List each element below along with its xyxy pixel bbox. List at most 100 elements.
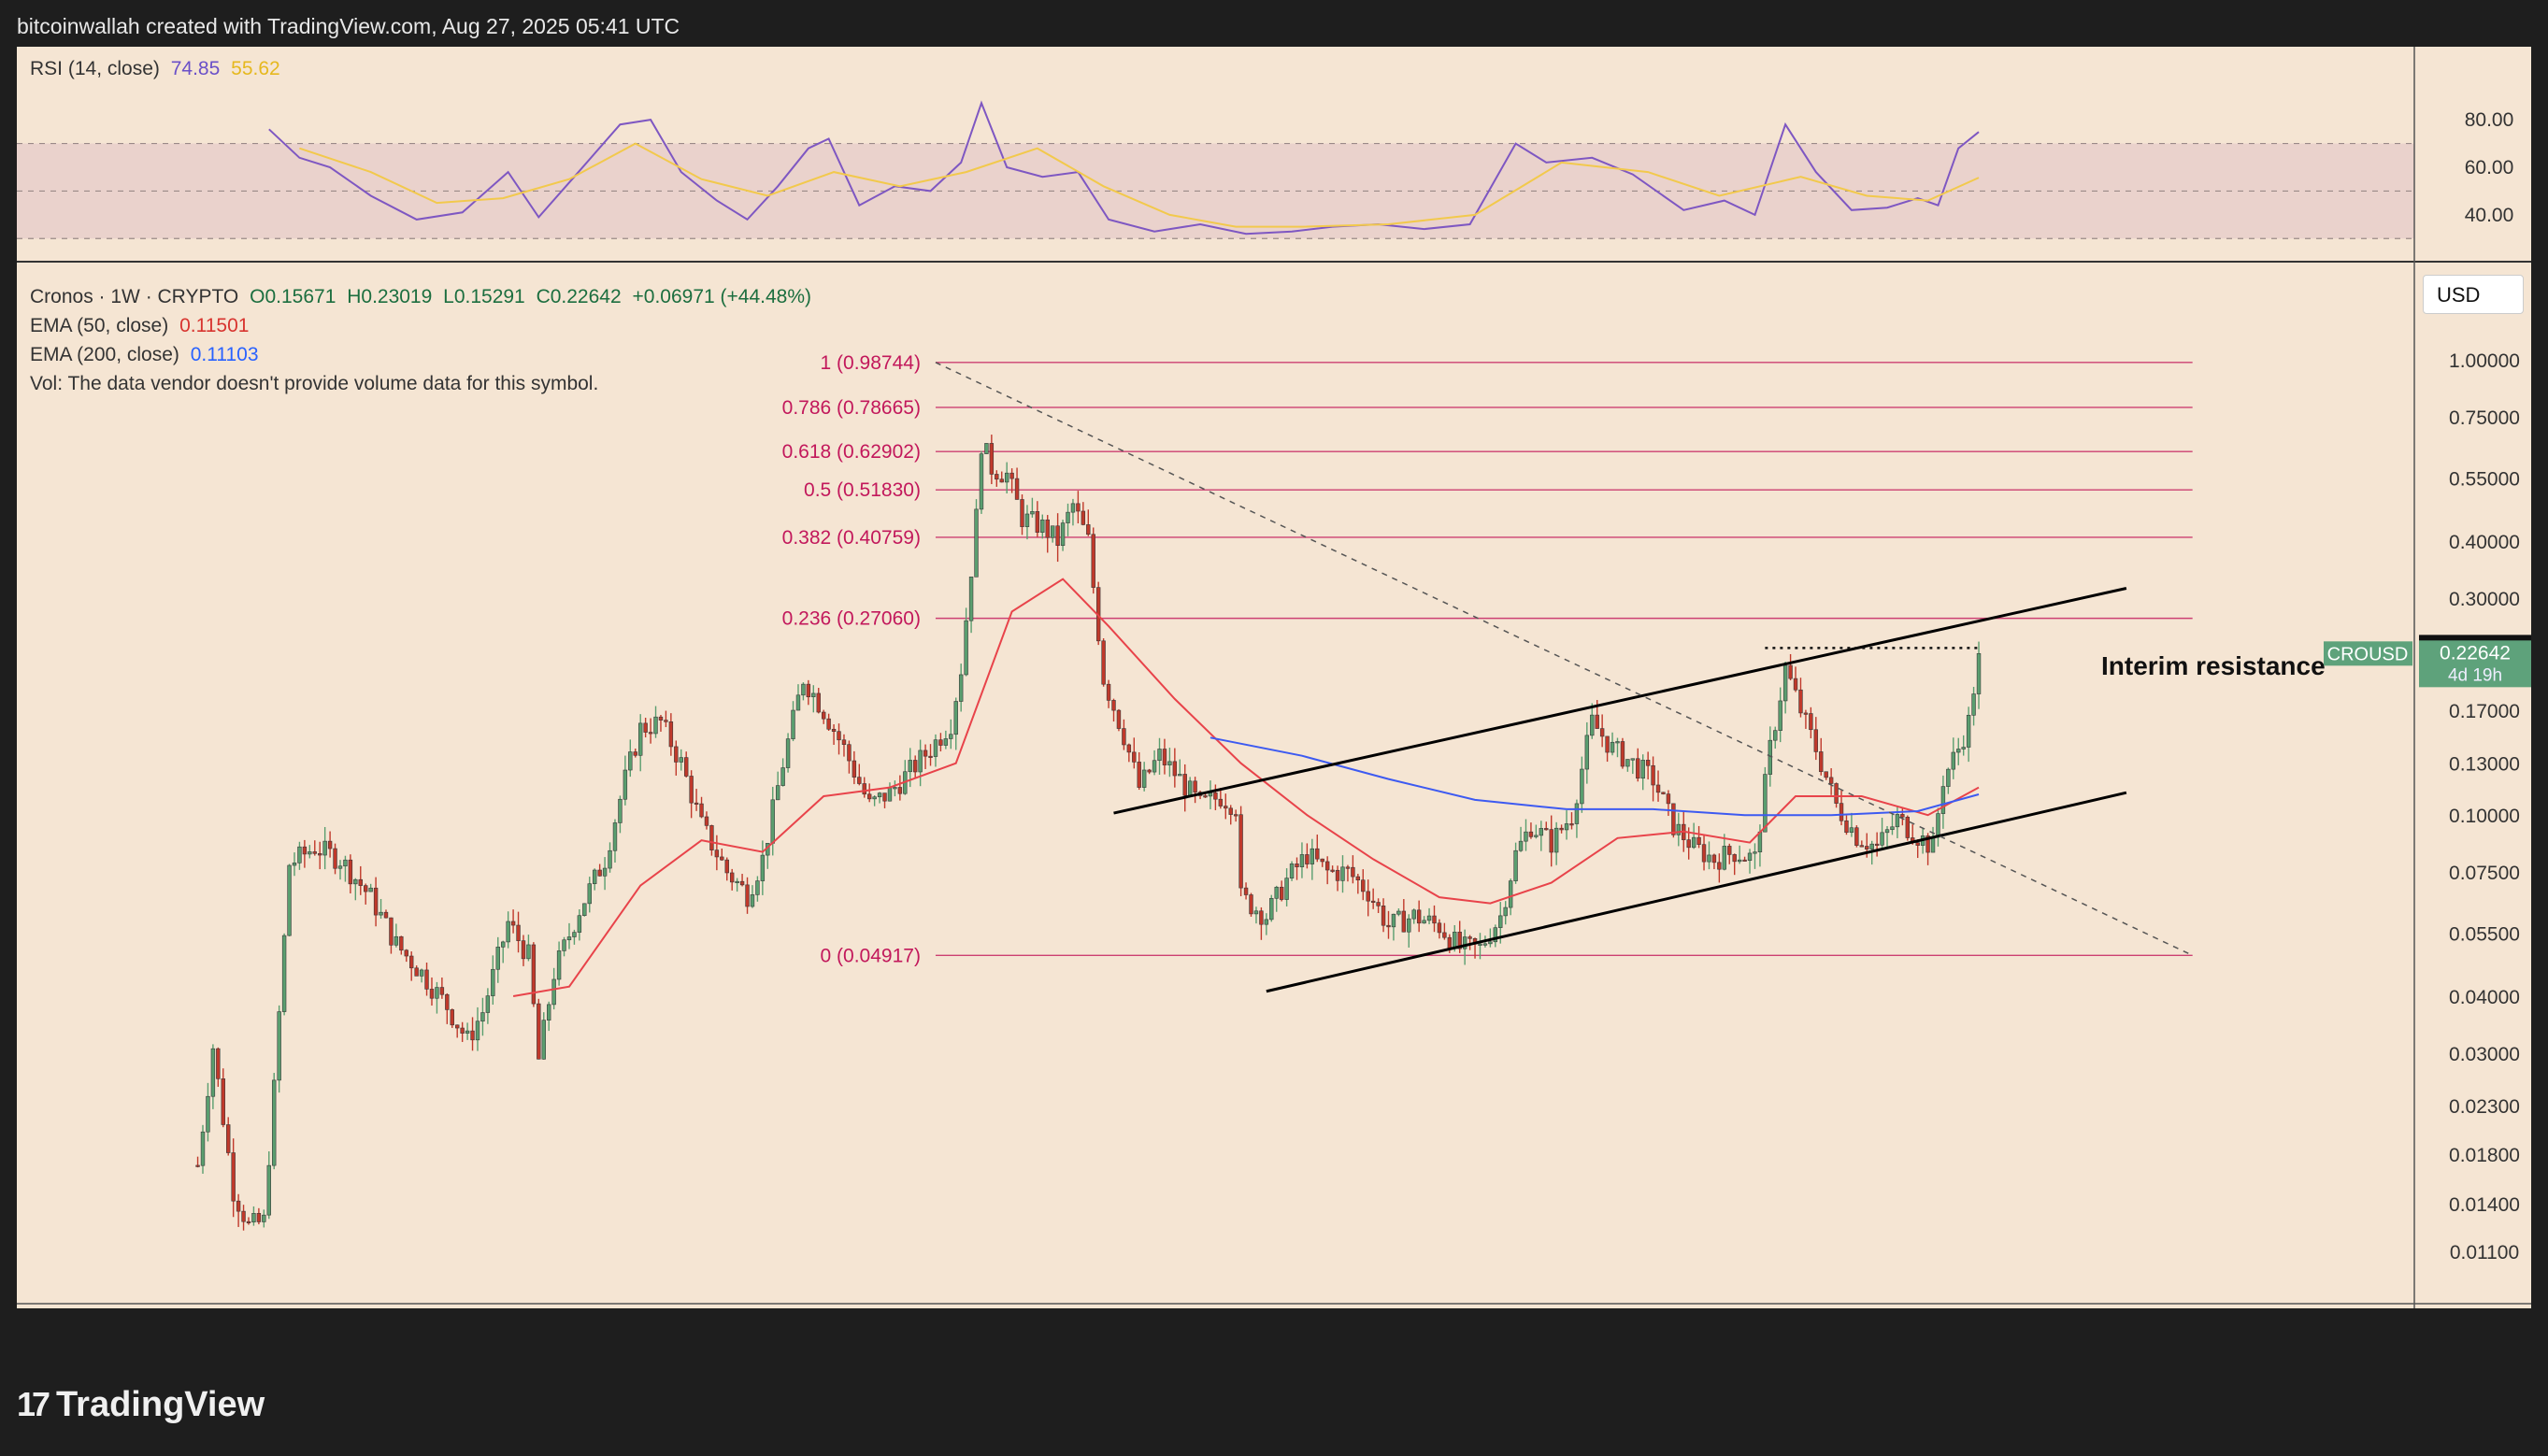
candle-body bbox=[221, 1078, 225, 1125]
candle-body bbox=[714, 849, 720, 858]
fib-level-label: 0.618 (0.62902) bbox=[782, 441, 921, 463]
candle-body bbox=[1793, 678, 1798, 691]
candle-body bbox=[450, 1009, 454, 1026]
candle-body bbox=[1528, 831, 1534, 837]
candle-body bbox=[1930, 836, 1936, 853]
candle-body bbox=[358, 878, 363, 886]
candle-body bbox=[1915, 842, 1920, 846]
close-value: C0.22642 bbox=[536, 286, 622, 307]
volume-note: Vol: The data vendor doesn't provide vol… bbox=[30, 373, 599, 394]
chart-area[interactable]: 80.00 60.00 40.00 1 (0.98744) 0.786 (0.7866… bbox=[17, 47, 2531, 1308]
candle-body bbox=[811, 692, 816, 698]
candle-body bbox=[1172, 761, 1178, 777]
candle-body bbox=[364, 885, 368, 892]
symbol-line: Cronos · 1W · CRYPTO bbox=[30, 286, 239, 307]
candle-body bbox=[1324, 861, 1330, 871]
ema200-line bbox=[1210, 736, 1980, 817]
candle-body bbox=[1493, 927, 1498, 943]
candle-body bbox=[353, 878, 358, 885]
candle-body bbox=[419, 969, 424, 977]
candle-body bbox=[1590, 714, 1595, 736]
price-tick-label: 0.40000 bbox=[2449, 532, 2520, 553]
main-legend: Cronos · 1W · CRYPTO O0.15671 H0.23019 L… bbox=[30, 282, 811, 398]
candle-body bbox=[1320, 858, 1324, 863]
candle-body bbox=[984, 443, 989, 454]
candle-body bbox=[510, 921, 516, 926]
candle-body bbox=[1859, 845, 1865, 848]
candle-body bbox=[516, 924, 521, 941]
candle-body bbox=[1615, 741, 1620, 744]
candle-body bbox=[704, 816, 709, 826]
candle-body bbox=[664, 720, 668, 722]
chart-canvas[interactable]: 80.00 60.00 40.00 1 (0.98744) 0.786 (0.7866… bbox=[17, 47, 2531, 1308]
candle-body bbox=[343, 859, 348, 867]
candle-body bbox=[974, 508, 979, 578]
candle-body bbox=[933, 739, 938, 757]
candle-body bbox=[724, 859, 729, 874]
price-tick-label: 0.30000 bbox=[2449, 589, 2520, 610]
fib-level-label: 0.786 (0.78665) bbox=[782, 397, 921, 419]
bar-countdown-label: 4d 19h bbox=[2448, 665, 2502, 685]
candle-body bbox=[912, 760, 918, 773]
candle-body bbox=[618, 798, 623, 823]
candle-body bbox=[1457, 932, 1462, 949]
candle-body bbox=[837, 731, 841, 741]
ohlc-row: Cronos · 1W · CRYPTO O0.15671 H0.23019 L… bbox=[30, 282, 811, 311]
candle-body bbox=[968, 576, 974, 621]
candle-body bbox=[923, 749, 928, 757]
candle-body bbox=[806, 683, 811, 698]
candle-body bbox=[1569, 823, 1574, 826]
candle-body bbox=[1925, 835, 1930, 853]
candle-body bbox=[1549, 829, 1553, 853]
candle-body bbox=[826, 718, 831, 730]
candle-body bbox=[414, 967, 419, 977]
candle-body bbox=[735, 880, 739, 883]
candle-body bbox=[683, 757, 689, 777]
candle-body bbox=[297, 846, 302, 864]
candle-body bbox=[1890, 826, 1895, 831]
symbol-price-tag-label: CROUSD bbox=[2327, 644, 2409, 664]
candle-body bbox=[1946, 768, 1951, 787]
candle-body bbox=[1228, 807, 1233, 815]
candle-body bbox=[979, 453, 984, 510]
candle-body bbox=[272, 1079, 277, 1166]
candle-body bbox=[1580, 768, 1584, 805]
candle-body bbox=[1605, 735, 1610, 753]
candle-body bbox=[785, 738, 791, 768]
candle-body bbox=[989, 443, 995, 475]
candle-body bbox=[1249, 894, 1253, 915]
candle-body bbox=[1599, 728, 1605, 737]
candle-body bbox=[1401, 910, 1407, 933]
candle-body bbox=[1803, 712, 1809, 715]
rsi-tick-label: 40.00 bbox=[2465, 205, 2514, 226]
candle-body bbox=[531, 944, 537, 1005]
candle-body bbox=[1111, 700, 1116, 711]
ema200-row: EMA (200, close) 0.11103 bbox=[30, 340, 811, 369]
candle-body bbox=[1035, 510, 1040, 533]
candle-body bbox=[1701, 844, 1707, 863]
trendline-channel-upper[interactable] bbox=[1113, 587, 2127, 815]
candle-body bbox=[546, 1004, 551, 1021]
candle-body bbox=[1905, 817, 1911, 838]
candle-body bbox=[999, 478, 1004, 483]
close-price-tag-label: 0.22642 bbox=[2440, 642, 2511, 664]
candle-body bbox=[831, 728, 837, 733]
candle-body bbox=[1819, 751, 1824, 773]
candle-body bbox=[699, 803, 704, 818]
trendline-channel-lower[interactable] bbox=[1266, 791, 2127, 993]
candle-body bbox=[801, 683, 806, 696]
candle-body bbox=[1645, 760, 1651, 766]
candle-body bbox=[1874, 843, 1880, 846]
candle-body bbox=[1895, 814, 1900, 828]
candle-body bbox=[597, 869, 602, 877]
candle-body bbox=[637, 722, 643, 756]
candle-body bbox=[1508, 880, 1513, 908]
candle-body bbox=[1742, 859, 1747, 862]
candle-body bbox=[1182, 774, 1187, 796]
candle-body bbox=[1564, 823, 1569, 831]
currency-selector[interactable]: USD bbox=[2423, 275, 2524, 314]
trendline-dashed-diagonal[interactable] bbox=[935, 362, 2193, 956]
candle-body bbox=[1370, 900, 1376, 903]
candle-body bbox=[368, 887, 373, 892]
candle-body bbox=[1193, 780, 1197, 792]
